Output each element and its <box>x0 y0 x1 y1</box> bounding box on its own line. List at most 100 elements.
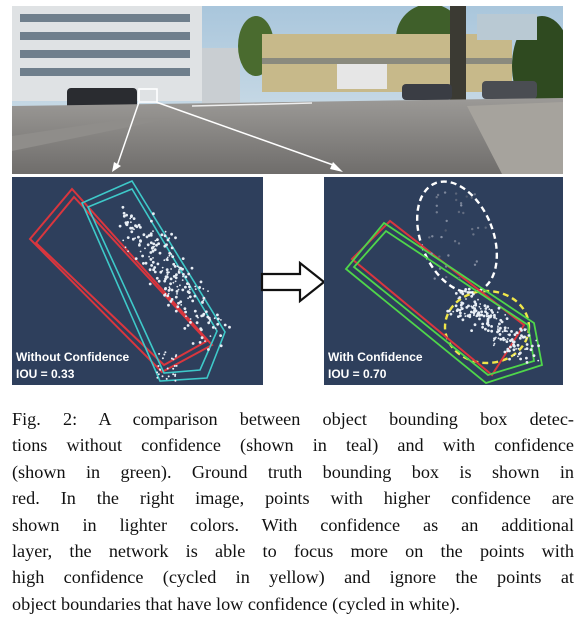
point <box>166 256 169 259</box>
point <box>174 309 178 313</box>
point <box>485 315 488 318</box>
point <box>509 345 512 349</box>
point <box>172 262 176 266</box>
point <box>512 340 516 344</box>
point <box>519 351 522 355</box>
point <box>168 237 171 239</box>
point <box>163 244 167 248</box>
point <box>490 325 493 328</box>
point <box>174 295 178 299</box>
point <box>167 289 171 292</box>
point <box>145 235 149 239</box>
point <box>157 365 160 367</box>
point <box>153 266 157 269</box>
point <box>193 309 197 313</box>
point <box>440 235 443 239</box>
point <box>487 323 490 327</box>
point <box>130 230 134 234</box>
point <box>228 325 231 329</box>
caption-line: high confidence (cycled in yellow) and i… <box>12 567 574 588</box>
point <box>195 321 199 325</box>
arrow-right-icon <box>260 260 326 304</box>
point <box>122 239 125 242</box>
caption-line: layer, the network is able to focus more… <box>12 541 574 562</box>
point <box>455 198 458 202</box>
point <box>172 275 176 278</box>
point <box>142 233 146 237</box>
point <box>504 314 507 316</box>
point <box>445 219 448 223</box>
point <box>466 314 470 318</box>
point <box>167 292 170 295</box>
point <box>498 333 502 336</box>
point <box>175 354 178 357</box>
point <box>165 275 169 279</box>
point <box>491 311 494 314</box>
point <box>175 290 179 293</box>
point <box>174 373 177 376</box>
point <box>164 287 168 290</box>
point <box>187 291 191 294</box>
point <box>121 205 125 209</box>
point <box>178 269 181 271</box>
point <box>516 343 520 347</box>
point <box>457 242 461 245</box>
point <box>174 379 177 382</box>
point <box>178 266 181 269</box>
point <box>151 260 155 264</box>
point <box>163 293 167 297</box>
point <box>519 327 522 331</box>
point <box>155 276 159 280</box>
point <box>131 237 135 241</box>
point <box>166 294 170 298</box>
point <box>525 361 529 364</box>
point <box>199 280 203 284</box>
point <box>148 282 152 286</box>
point <box>503 329 506 331</box>
point <box>447 309 451 313</box>
point <box>507 327 510 329</box>
point <box>487 322 490 324</box>
point <box>170 232 174 236</box>
point <box>141 254 145 258</box>
point <box>457 210 461 214</box>
point <box>517 347 520 350</box>
point <box>139 226 142 229</box>
point <box>443 191 447 194</box>
point <box>139 239 142 243</box>
point <box>156 376 159 379</box>
caption-line: Fig. 2: A comparison between object boun… <box>12 409 574 429</box>
point <box>459 311 462 315</box>
point <box>152 230 154 232</box>
point <box>499 337 503 341</box>
point <box>537 359 540 362</box>
point <box>176 305 180 309</box>
point <box>194 285 197 288</box>
caption-line: object boundaries that have low confiden… <box>12 593 460 614</box>
point <box>505 317 509 320</box>
point <box>510 338 514 341</box>
point <box>148 268 152 272</box>
point <box>524 348 526 351</box>
point <box>130 221 132 224</box>
ground-truth-box-left <box>28 187 214 374</box>
point <box>435 211 438 214</box>
point <box>470 329 473 332</box>
point <box>202 299 205 302</box>
point <box>152 257 154 259</box>
point <box>474 302 478 306</box>
caption-line: red. In the right image, points with hig… <box>12 488 574 509</box>
point <box>470 310 473 314</box>
point <box>220 319 222 321</box>
point <box>154 239 157 242</box>
point <box>175 273 178 277</box>
point <box>477 298 479 301</box>
point <box>177 301 180 305</box>
point <box>490 329 494 333</box>
point <box>200 336 204 340</box>
point <box>188 295 192 299</box>
point <box>467 287 471 291</box>
point <box>151 246 155 249</box>
point <box>170 246 174 250</box>
caption-line: (shown in green). Ground truth bounding … <box>12 461 574 482</box>
